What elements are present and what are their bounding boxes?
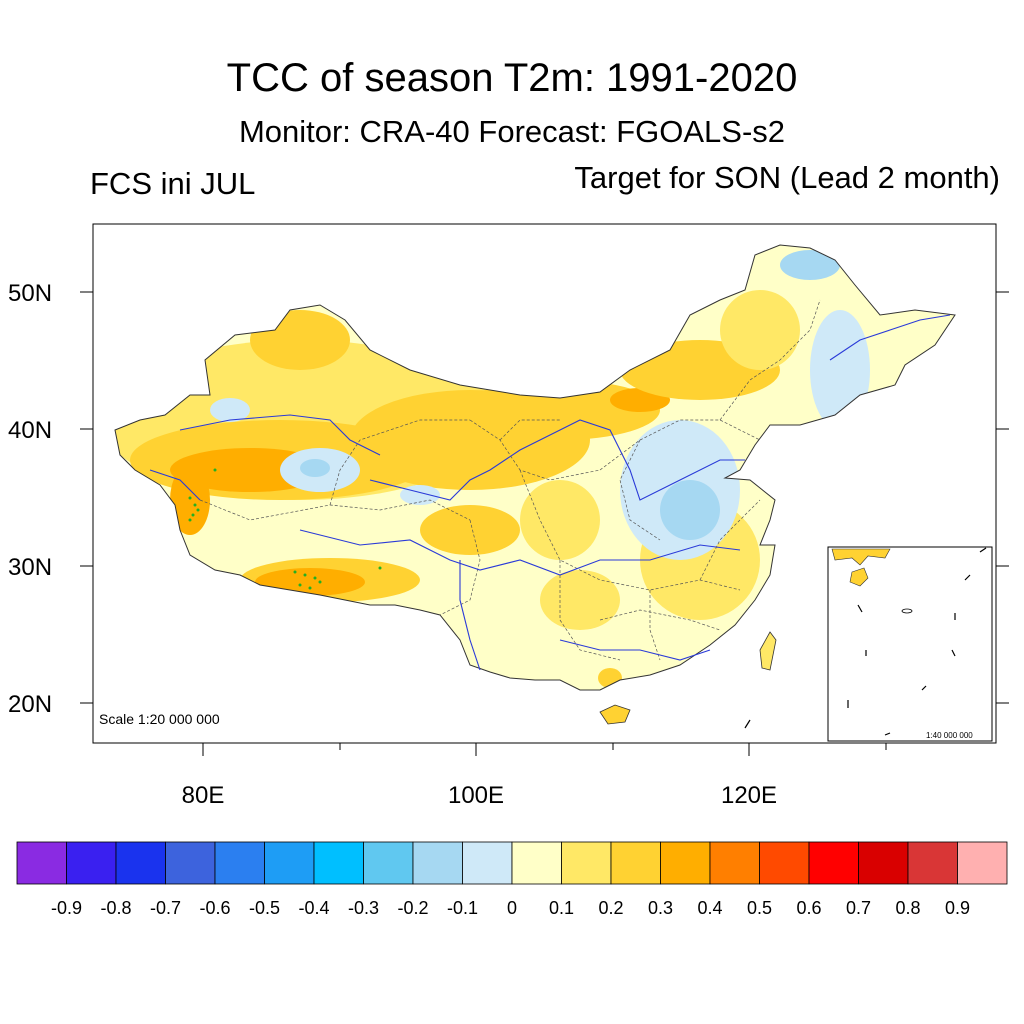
colorbar-tick-label: 0.4 (697, 898, 723, 918)
inset-scale-note: 1:40 000 000 (926, 731, 973, 740)
province-boundaries (199, 299, 821, 661)
colorbar-tick-label: 0.7 (845, 898, 872, 918)
colorbar-tick-label: -0.6 (199, 898, 231, 918)
colorbar-swatch (165, 841, 216, 885)
colorbar-tick-label: 0.3 (647, 898, 674, 918)
colorbar-tick-label: 0.1 (548, 898, 575, 918)
chart-title: TCC of season T2m: 1991-2020 (226, 56, 798, 100)
colorbar-swatch (115, 841, 166, 885)
colorbar-swatch (214, 841, 265, 885)
colorbar-swatch (511, 841, 562, 885)
colorbar-swatch (858, 841, 909, 885)
lat-label-40n: 40N (8, 417, 53, 444)
colorbar-swatch (412, 841, 463, 885)
colorbar-tick-label: -0.8 (100, 898, 132, 918)
lat-label-50n: 50N (8, 280, 53, 307)
taiwan-island (759, 631, 777, 671)
lon-label-100e: 100E (447, 782, 505, 809)
colorbar-tick-label: 0.6 (796, 898, 822, 918)
colorbar-swatch (709, 841, 760, 885)
colorbar-swatch (610, 841, 661, 885)
colorbar (16, 841, 1008, 885)
colorbar-tick-label: -0.3 (347, 898, 380, 918)
colorbar-tick-label: -0.1 (446, 898, 479, 918)
colorbar-swatch (957, 841, 1008, 885)
colorbar-swatch (66, 841, 117, 885)
colorbar-swatch (363, 841, 414, 885)
colorbar-swatch (759, 841, 810, 885)
colorbar-tick-label: 0.2 (598, 898, 624, 918)
colorbar-swatch (313, 841, 364, 885)
colorbar-swatch (808, 841, 859, 885)
lat-label-20n: 20N (8, 691, 53, 718)
colorbar-swatch (561, 841, 612, 885)
colorbar-tick-label: -0.7 (149, 898, 182, 918)
colorbar-tick-label: 0.8 (895, 898, 921, 918)
colorbar-swatch (264, 841, 315, 885)
colorbar-tick-label: -0.5 (248, 898, 281, 918)
colorbar-tick-label: 0 (506, 898, 517, 918)
colorbar-tick-label: 0.9 (944, 898, 971, 918)
inset-contents (744, 547, 987, 736)
colorbar-swatch (462, 841, 513, 885)
rivers (149, 314, 951, 671)
colorbar-swatch (16, 841, 67, 885)
lon-label-80e: 80E (181, 782, 225, 809)
map-scale-note: Scale 1:20 000 000 (99, 711, 220, 727)
colorbar-tick-label: 0.5 (746, 898, 773, 918)
colorbar-tick-label: -0.9 (50, 898, 83, 918)
chart-subtitle: Monitor: CRA-40 Forecast: FGOALS-s2 (238, 114, 786, 149)
lon-label-120e: 120E (720, 782, 778, 809)
colorbar-swatch (907, 841, 958, 885)
hainan-island (599, 704, 631, 725)
axis-ticks (80, 291, 1009, 756)
colorbar-swatch (660, 841, 711, 885)
colorbar-tick-label: -0.2 (397, 898, 429, 918)
lat-label-30n: 30N (8, 554, 53, 581)
target-season-label: Target for SON (Lead 2 month) (574, 160, 1000, 195)
forecast-init-label: FCS ini JUL (90, 166, 256, 201)
significance-dots (188, 468, 382, 590)
colorbar-tick-label: -0.4 (298, 898, 330, 918)
china-outline (114, 244, 956, 691)
